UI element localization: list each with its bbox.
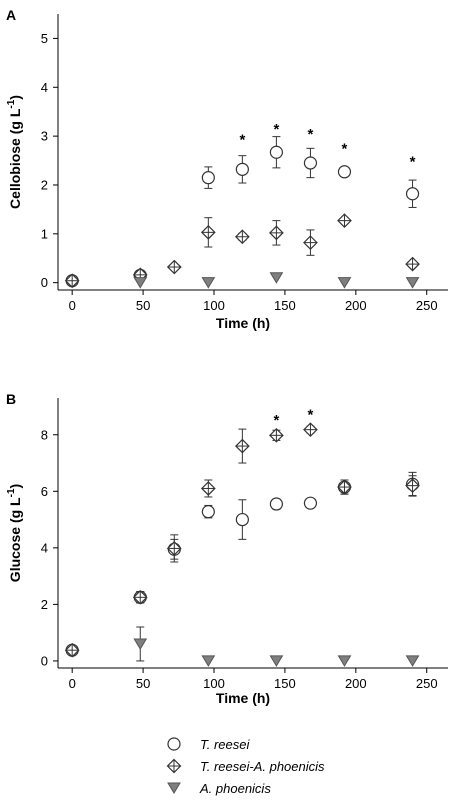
data-point [201, 277, 216, 289]
data-point [337, 655, 352, 667]
series-circle [65, 136, 420, 288]
significance-star: * [308, 126, 314, 143]
x-tick-label: 100 [203, 298, 225, 313]
data-point [64, 273, 80, 289]
panel-label: B [6, 391, 16, 407]
legend-label: T. reesei [200, 737, 250, 752]
legend-item: T. reesei-A. phoenicis [166, 758, 325, 774]
series-triangle-down [133, 272, 420, 289]
y-tick-label: 2 [41, 177, 48, 192]
data-point [200, 225, 216, 240]
data-point [303, 235, 318, 250]
x-tick-label: 200 [345, 298, 367, 313]
y-tick-label: 5 [41, 31, 48, 46]
y-tick-label: 3 [41, 129, 48, 144]
legend-marker [166, 758, 182, 774]
data-point [235, 229, 250, 245]
y-tick-label: 0 [41, 275, 48, 290]
y-tick-label: 2 [41, 597, 48, 612]
significance-star: * [410, 154, 416, 171]
x-tick-label: 200 [345, 676, 367, 691]
legend-item: T. reesei [167, 737, 250, 752]
y-tick-label: 1 [41, 226, 48, 241]
legend-marker [167, 782, 181, 794]
x-axis-label: Time (h) [216, 690, 270, 706]
data-point [235, 512, 249, 527]
y-tick-label: 4 [41, 80, 48, 95]
x-tick-label: 150 [274, 676, 296, 691]
data-point [201, 505, 215, 519]
y-axis-label: Glucose (g L-1) [6, 484, 23, 582]
data-point [269, 225, 284, 241]
data-point [337, 213, 352, 228]
x-tick-label: 100 [203, 676, 225, 691]
data-point [303, 496, 318, 510]
x-tick-label: 50 [136, 676, 150, 691]
data-point [405, 187, 420, 201]
legend: T. reesei T. reesei-A. phoenicis A. phoeni… [166, 737, 325, 796]
data-point [133, 638, 148, 650]
data-point [405, 655, 420, 667]
panel-label: A [6, 7, 16, 23]
panel-b: B 0 50 100 150 200 250 0 2 4 6 8 Time (h) Glucose (g … [6, 391, 448, 706]
y-axis-label: Cellobiose (g L-1) [6, 95, 23, 209]
series-circle [65, 471, 420, 657]
data-point [269, 272, 284, 284]
data-point [337, 479, 352, 495]
data-point [235, 162, 249, 176]
legend-label: A. phoenicis [199, 781, 271, 796]
x-tick-label: 50 [136, 298, 150, 313]
x-tick-label: 0 [69, 676, 76, 691]
data-point [269, 655, 284, 667]
legend-item: A. phoenicis [167, 781, 271, 796]
y-tick-label: 0 [41, 653, 48, 668]
data-point [166, 259, 182, 275]
y-tick-label: 6 [41, 484, 48, 499]
significance-star: * [273, 121, 279, 138]
data-point [269, 427, 284, 443]
data-point [166, 541, 182, 556]
y-tick-label: 4 [41, 540, 48, 555]
significance-star: * [273, 412, 279, 429]
y-tick-label: 8 [41, 427, 48, 442]
x-axis-label: Time (h) [216, 315, 270, 331]
series-crossed-diamond [64, 213, 420, 289]
data-point [405, 277, 420, 289]
data-point [405, 478, 420, 493]
data-point [405, 256, 420, 272]
x-tick-label: 0 [69, 298, 76, 313]
data-point [235, 438, 250, 454]
data-point [269, 145, 283, 159]
data-point [132, 589, 148, 605]
significance-star: * [342, 140, 348, 157]
data-point [303, 422, 318, 438]
x-tick-label: 250 [416, 298, 438, 313]
data-point [201, 655, 216, 667]
data-point [269, 497, 283, 511]
x-tick-label: 150 [274, 298, 296, 313]
data-point [337, 165, 352, 179]
legend-label: T. reesei-A. phoenicis [200, 759, 325, 774]
data-point [201, 171, 215, 185]
x-tick-label: 250 [416, 676, 438, 691]
data-point [200, 481, 216, 496]
panel-a: A 0 50 100 150 200 250 0 1 2 3 4 5 Time (h) Cellobiose… [6, 7, 448, 331]
significance-star: * [308, 407, 314, 424]
legend-marker [167, 737, 181, 751]
data-point [133, 277, 148, 289]
data-point [337, 277, 352, 289]
data-point [64, 642, 80, 658]
series-crossed-diamond [64, 422, 420, 658]
series-triangle-down [133, 626, 420, 667]
data-point [303, 156, 318, 170]
significance-star: * [239, 132, 245, 149]
